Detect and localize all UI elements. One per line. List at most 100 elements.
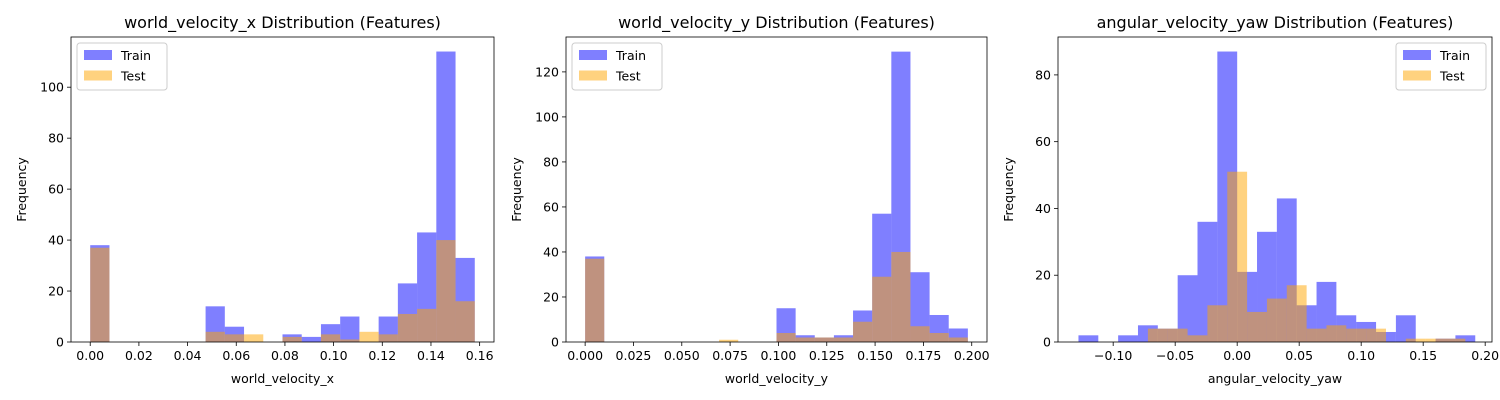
y-tick-label: 40 — [48, 233, 64, 248]
y-tick-label: 80 — [1035, 67, 1051, 82]
legend-label-test: Test — [615, 69, 641, 84]
legend-swatch-train — [84, 50, 112, 60]
x-tick-label: 0.04 — [174, 348, 202, 363]
bar-test-16 — [891, 251, 911, 342]
legend-swatch-test — [1403, 70, 1431, 81]
y-tick-label: 0 — [56, 335, 64, 350]
x-tick-label: 0.100 — [761, 348, 797, 363]
bar-test-16 — [397, 313, 418, 342]
bar-test-15 — [1366, 328, 1386, 342]
legend-label-test: Test — [1439, 69, 1465, 84]
x-tick-label: 0.15 — [1409, 348, 1437, 363]
y-axis-label: Frequency — [509, 157, 524, 222]
legend-label-train: Train — [120, 48, 151, 63]
legend: Train Test — [76, 42, 168, 91]
bar-test-18 — [929, 332, 949, 342]
x-tick-label: 0.050 — [664, 348, 700, 363]
x-tick-label: 0.00 — [1223, 348, 1251, 363]
bar-test-17 — [1405, 338, 1426, 342]
x-tick-label: 0.025 — [616, 348, 652, 363]
y-tick-label: 80 — [543, 154, 559, 169]
bar-test-4 — [1147, 328, 1168, 342]
chart-title: angular_velocity_yaw Distribution (Featu… — [1097, 13, 1454, 33]
y-tick-label: 20 — [1035, 268, 1051, 283]
legend-label-test: Test — [120, 69, 146, 84]
bar-test-8 — [244, 334, 264, 342]
bar-test-10 — [1266, 298, 1287, 342]
bar-test-18 — [1425, 338, 1446, 342]
y-tick-label: 100 — [535, 109, 559, 124]
bar-test-18 — [436, 240, 456, 342]
bar-test-12 — [1306, 328, 1327, 342]
chart-panel-2: 0.000 0.025 0.050 0.075 0.100 0.125 0.150 0.175… — [509, 13, 990, 386]
bar-test-7 — [1207, 305, 1228, 342]
x-axis-label: angular_velocity_yaw — [1208, 371, 1342, 386]
series-test — [585, 251, 968, 342]
x-tick-label: 0.06 — [222, 348, 250, 363]
y-tick-label: 20 — [48, 284, 64, 299]
bar-test-7 — [224, 334, 245, 342]
bar-test-13 — [833, 337, 854, 342]
y-tick-label: 40 — [543, 244, 559, 259]
bar-test-15 — [378, 334, 398, 342]
bar-test-17 — [417, 308, 437, 342]
bar-test-17 — [910, 326, 930, 342]
y-axis-label: Frequency — [14, 157, 29, 222]
x-tick-label: 0.02 — [125, 348, 153, 363]
y-tick-label: 120 — [535, 64, 559, 79]
bar-test-11 — [1286, 285, 1307, 342]
y-tick-label: 40 — [1035, 201, 1051, 216]
legend-swatch-train — [579, 50, 607, 60]
bar-test-14 — [1346, 328, 1367, 342]
y-tick-label: 100 — [40, 80, 64, 95]
chart-title: world_velocity_x Distribution (Features) — [124, 13, 441, 33]
series-test — [1147, 171, 1466, 342]
x-tick-label: 0.200 — [954, 348, 990, 363]
bar-test-7 — [719, 339, 739, 342]
bar-train-2 — [1118, 335, 1138, 342]
bar-test-6 — [205, 331, 225, 342]
bar-test-19 — [455, 301, 475, 342]
bar-train-0 — [1078, 335, 1099, 342]
bar-test-12 — [320, 334, 341, 342]
x-tick-label: 0.00 — [76, 348, 104, 363]
series-test — [90, 240, 475, 342]
bar-test-13 — [1326, 325, 1347, 342]
bar-test-14 — [853, 321, 873, 342]
x-tick-label: 0.175 — [906, 348, 942, 363]
bar-train-11 — [301, 336, 321, 342]
series-train — [90, 51, 475, 343]
y-axis-label: Frequency — [1001, 157, 1016, 222]
legend-swatch-test — [84, 70, 112, 81]
legend-label-train: Train — [1439, 48, 1470, 63]
y-tick-label: 60 — [1035, 134, 1051, 149]
chart-title: world_velocity_y Distribution (Features) — [618, 13, 935, 33]
x-axis-label: world_velocity_x — [231, 371, 334, 386]
y-tick-label: 60 — [543, 199, 559, 214]
bar-train-5 — [1177, 275, 1198, 342]
legend-swatch-train — [1403, 50, 1431, 60]
y-tick-label: 0 — [551, 335, 559, 350]
x-tick-label: 0.125 — [809, 348, 845, 363]
chart-panel-1: 0.00 0.02 0.04 0.06 0.08 0.10 0.12 0.14 0.16 0 20 4… — [14, 13, 495, 386]
x-tick-label: 0.20 — [1471, 348, 1499, 363]
x-tick-label: 0.10 — [320, 348, 348, 363]
x-axis-label: world_velocity_y — [725, 371, 829, 386]
y-tick-label: 0 — [1043, 335, 1051, 350]
bar-test-19 — [1445, 338, 1466, 342]
y-tick-label: 20 — [543, 289, 559, 304]
chart-panel-3: −0.10 −0.05 0.00 0.05 0.10 0.15 0.20 0 20 40 60 80 a… — [1001, 13, 1499, 386]
x-tick-label: 0.14 — [417, 348, 445, 363]
bar-train-13 — [340, 316, 360, 342]
bar-test-5 — [1167, 328, 1188, 342]
bar-test-19 — [948, 337, 968, 342]
bar-train-19 — [1455, 335, 1476, 342]
x-tick-label: 0.000 — [567, 348, 603, 363]
x-tick-label: −0.05 — [1156, 348, 1194, 363]
bar-test-6 — [1187, 335, 1208, 342]
legend: Train Test — [571, 42, 663, 91]
legend: Train Test — [1395, 42, 1487, 91]
bar-test-10 — [282, 336, 302, 342]
x-tick-label: 0.10 — [1347, 348, 1375, 363]
